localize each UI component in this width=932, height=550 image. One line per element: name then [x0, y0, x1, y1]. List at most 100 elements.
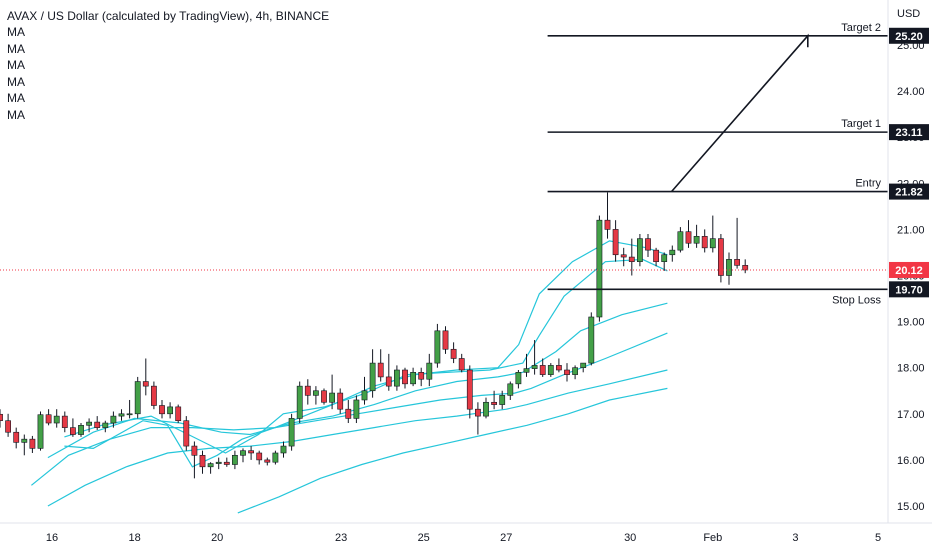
indicator-ma-2: MA: [7, 41, 25, 56]
candle: [742, 259, 749, 274]
candle: [677, 227, 684, 253]
candle-body-up: [726, 259, 732, 276]
candle-body-down: [402, 369, 408, 385]
candle-body-down: [717, 238, 724, 276]
candle: [110, 411, 117, 428]
candle-body-down: [94, 421, 101, 428]
x-tick-label: 25: [418, 532, 430, 544]
candle: [134, 376, 141, 419]
candle: [70, 418, 76, 437]
candle-body-down: [345, 408, 352, 419]
price-axis-labels: 25.20 23.11 21.82 19.70 20.12: [889, 27, 929, 298]
candle: [361, 376, 368, 405]
level-price-label: 23.11: [889, 124, 929, 141]
candle-body-up: [118, 413, 125, 417]
candle: [126, 399, 133, 419]
candle-body-up: [669, 249, 676, 256]
candle-body-down: [151, 385, 157, 406]
candle: [312, 386, 319, 405]
candle-body-down: [337, 392, 344, 410]
candle-body-up: [547, 365, 554, 375]
candle: [53, 409, 60, 428]
candle-body-up: [426, 362, 433, 380]
candle: [288, 413, 295, 451]
candle: [564, 363, 570, 382]
level-price-label: 25.20: [889, 27, 929, 44]
candle: [240, 448, 246, 463]
candle-body-up: [312, 390, 319, 396]
candle: [523, 353, 530, 377]
candle-body-down: [491, 401, 497, 405]
candle: [86, 418, 92, 433]
candle: [515, 370, 522, 389]
level-name: Entry: [855, 178, 881, 190]
candle-body-up: [280, 445, 287, 454]
candle: [539, 358, 546, 377]
level-name: Stop Loss: [832, 294, 881, 306]
candle: [507, 381, 514, 400]
candle-body-down: [620, 254, 627, 258]
candle: [685, 220, 692, 248]
moving-average-line-5: [47, 369, 668, 507]
candle: [151, 381, 157, 410]
candle-body-up: [353, 399, 360, 419]
candle: [232, 450, 238, 470]
candle: [726, 252, 732, 285]
candle: [580, 362, 587, 373]
candle: [377, 349, 384, 382]
candle-body-up: [207, 463, 214, 468]
candle: [466, 365, 473, 419]
candle-body-up: [693, 236, 700, 244]
x-tick-label: Feb: [703, 532, 722, 544]
indicator-ma-1: MA: [7, 25, 25, 39]
candle: [37, 411, 44, 451]
moving-average-line-2: [64, 258, 668, 454]
candle: [304, 379, 311, 405]
candle-body-down: [61, 415, 68, 428]
x-tick-label: 5: [875, 532, 881, 544]
candle: [547, 363, 554, 377]
candle: [353, 395, 360, 424]
candle: [29, 435, 36, 453]
candle: [272, 450, 279, 465]
candle-body-up: [709, 238, 716, 249]
candle-body-down: [45, 414, 52, 424]
candle-body-up: [329, 392, 335, 403]
candle-body-down: [175, 406, 182, 422]
candle-body-up: [580, 362, 587, 368]
candle: [458, 353, 465, 373]
candle: [604, 192, 611, 239]
candle: [102, 420, 109, 433]
candle-body-up: [369, 362, 376, 392]
candle-body-down: [0, 413, 3, 422]
candle-body-up: [296, 385, 303, 419]
candle-body-down: [159, 405, 165, 415]
candle: [159, 399, 165, 419]
indicator-ma-3: MA: [7, 58, 25, 72]
candle: [329, 374, 335, 410]
candle-body-down: [466, 369, 473, 410]
candle: [418, 367, 425, 387]
candle-body-down: [604, 219, 611, 230]
candle: [636, 234, 643, 267]
candle: [645, 234, 651, 258]
candle-body-down: [539, 365, 546, 375]
candle: [669, 245, 676, 262]
candle-body-down: [199, 454, 206, 468]
y-tick-label: 15.00: [897, 501, 925, 513]
x-tick-label: 20: [211, 532, 223, 544]
candle-body-down: [385, 376, 392, 387]
candle-body-up: [393, 369, 400, 387]
candle-body-up: [37, 414, 44, 449]
indicator-ma-6: MA: [7, 107, 25, 122]
candle: [402, 367, 408, 389]
candle-body-up: [434, 330, 441, 364]
moving-average-line-1: [64, 240, 668, 468]
y-tick-label: 19.00: [897, 317, 925, 329]
candle-body-down: [564, 369, 570, 375]
candle: [248, 446, 254, 460]
candle: [191, 441, 198, 479]
candle-body-up: [21, 438, 28, 443]
candle: [21, 434, 28, 456]
